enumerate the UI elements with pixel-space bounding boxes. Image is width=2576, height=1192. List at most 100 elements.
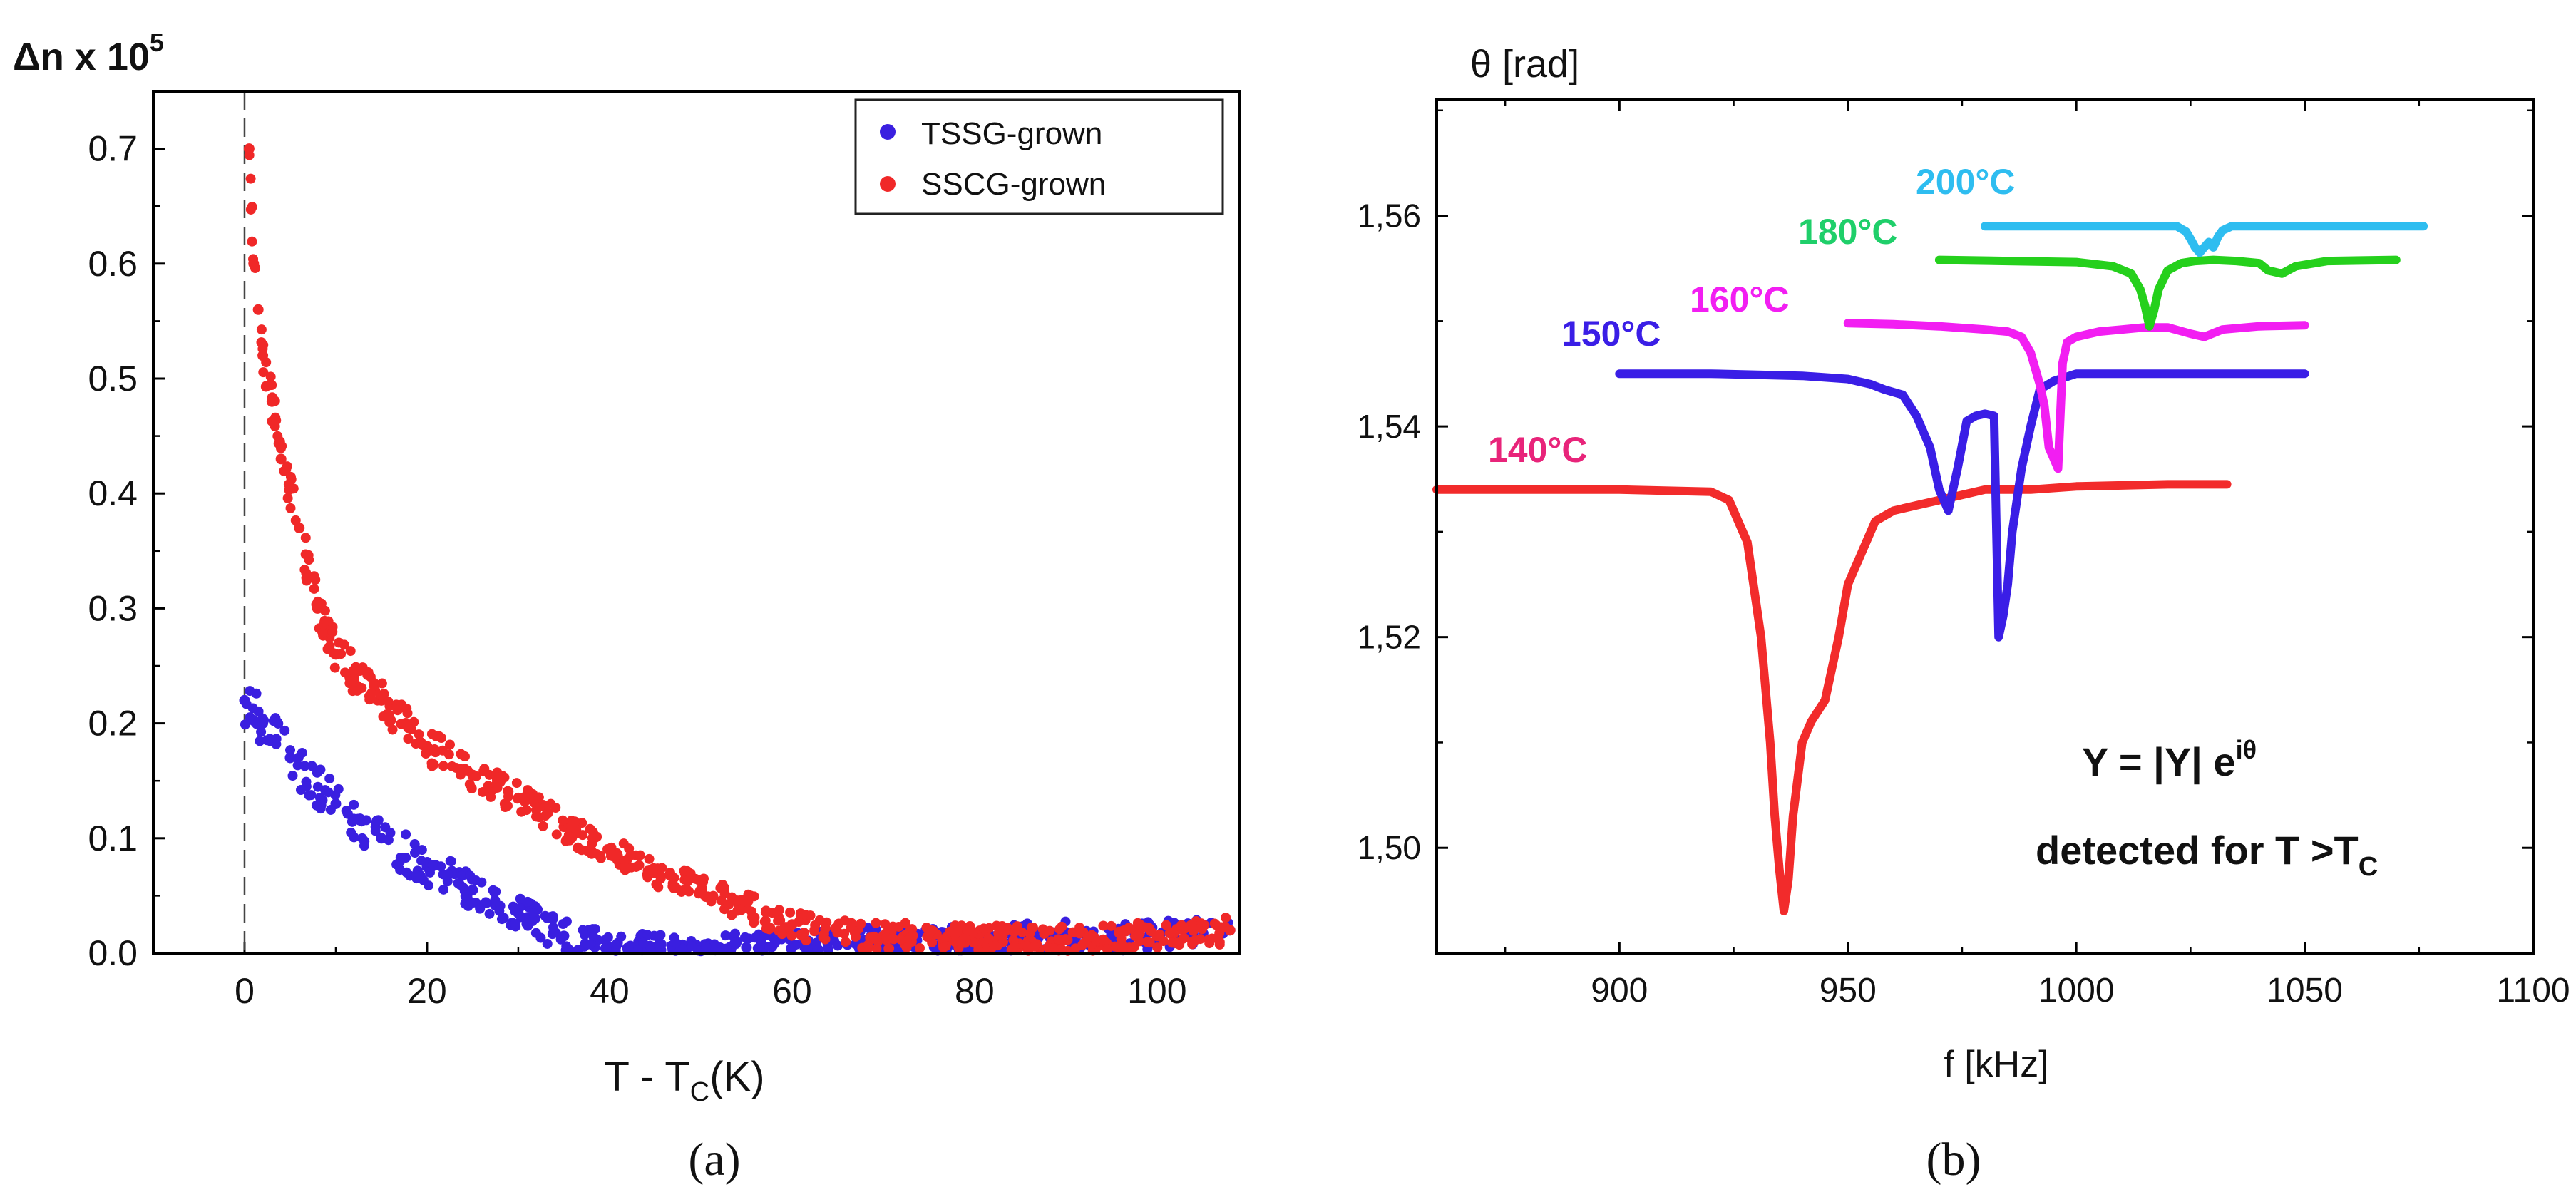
data-point (833, 940, 843, 951)
data-point (786, 943, 796, 954)
data-point (285, 471, 296, 482)
data-point (265, 371, 276, 382)
data-point (997, 937, 1008, 947)
data-point (301, 781, 312, 792)
data-point (443, 749, 454, 760)
data-point (491, 779, 502, 789)
data-point (752, 943, 763, 954)
data-point (548, 914, 558, 925)
data-point (612, 938, 622, 949)
data-point (307, 761, 317, 771)
data-point (983, 933, 994, 944)
data-point (619, 861, 630, 872)
y-tick-label-a: 0.3 (88, 588, 138, 628)
data-point (336, 649, 347, 659)
data-point (324, 774, 335, 784)
x-tick-label-a: 60 (772, 971, 812, 1011)
data-point (267, 380, 277, 391)
data-point (1010, 942, 1020, 952)
data-point (1165, 927, 1176, 937)
data-point (839, 928, 850, 939)
data-point (625, 850, 636, 860)
data-point (290, 515, 301, 525)
data-point (1221, 913, 1231, 923)
data-point (682, 876, 693, 887)
axes-frame-a (152, 90, 1241, 955)
data-point (638, 937, 649, 948)
curves-b (1432, 222, 2428, 915)
data-point (436, 733, 447, 744)
data-point (510, 918, 520, 929)
data-point (416, 856, 427, 866)
y-tick-label-b: 1,56 (1357, 197, 1421, 235)
data-point (459, 886, 470, 897)
data-point (1049, 942, 1059, 953)
data-point (561, 916, 572, 927)
data-point (520, 791, 530, 802)
data-point (401, 829, 411, 840)
data-point (471, 771, 481, 781)
series-label-150: 150°C (1561, 314, 1661, 354)
data-point (299, 761, 310, 771)
data-point (805, 910, 816, 921)
data-point (359, 841, 369, 851)
panel-a: Δn x 105 0 20 40 60 80 1000.00.10.20.30.40.50… (13, 28, 1241, 1186)
data-point (247, 236, 257, 247)
data-point (411, 739, 421, 749)
data-point (631, 861, 642, 872)
data-point (476, 877, 487, 888)
data-point (481, 897, 491, 908)
data-point (1056, 944, 1067, 955)
y-tick-label-b: 1,54 (1357, 408, 1421, 445)
data-point (550, 803, 561, 813)
data-point (888, 921, 898, 932)
data-point (585, 939, 595, 950)
legend-label-sscg: SSCG-grown (921, 167, 1106, 202)
data-point (272, 716, 283, 727)
data-point (315, 764, 326, 775)
data-point (401, 853, 411, 863)
data-point (349, 799, 359, 810)
data-point (548, 922, 559, 932)
data-point (240, 719, 250, 730)
data-point (764, 942, 775, 952)
data-point (327, 627, 338, 637)
panel-a-label: (a) (688, 1134, 740, 1186)
data-point (774, 905, 784, 915)
data-point (571, 824, 582, 835)
x-tick-label-a: 20 (407, 971, 447, 1011)
data-point (255, 736, 265, 746)
data-point (528, 908, 539, 919)
data-point (400, 718, 411, 729)
data-point (309, 583, 319, 594)
data-point (749, 918, 759, 928)
data-point (426, 729, 437, 739)
data-point (1022, 940, 1032, 951)
data-point (252, 304, 264, 315)
data-point (1121, 943, 1132, 954)
y-tick-label-a: 0.2 (88, 704, 138, 744)
ticks-b: 900 950 1000 1050 1100 1,50 1,52 1,54 1,56 (1357, 100, 2570, 1009)
series-line-150 (1615, 369, 2309, 642)
data-point (653, 882, 664, 893)
data-point (773, 915, 784, 926)
data-point (558, 815, 568, 826)
data-point (301, 567, 312, 578)
data-point (542, 938, 553, 949)
data-point (955, 937, 966, 947)
data-point (416, 845, 427, 856)
data-point (409, 839, 420, 850)
data-point (429, 759, 439, 770)
data-point (484, 908, 495, 919)
data-point (1054, 924, 1065, 935)
data-point (880, 919, 891, 930)
y-tick-label-a: 0.7 (88, 129, 138, 169)
data-point (386, 715, 396, 726)
data-point (530, 811, 541, 822)
data-point (339, 639, 349, 650)
data-point (376, 678, 387, 689)
data-point (937, 935, 948, 945)
data-point (573, 842, 583, 853)
data-point (261, 357, 272, 368)
data-point (1053, 934, 1064, 945)
